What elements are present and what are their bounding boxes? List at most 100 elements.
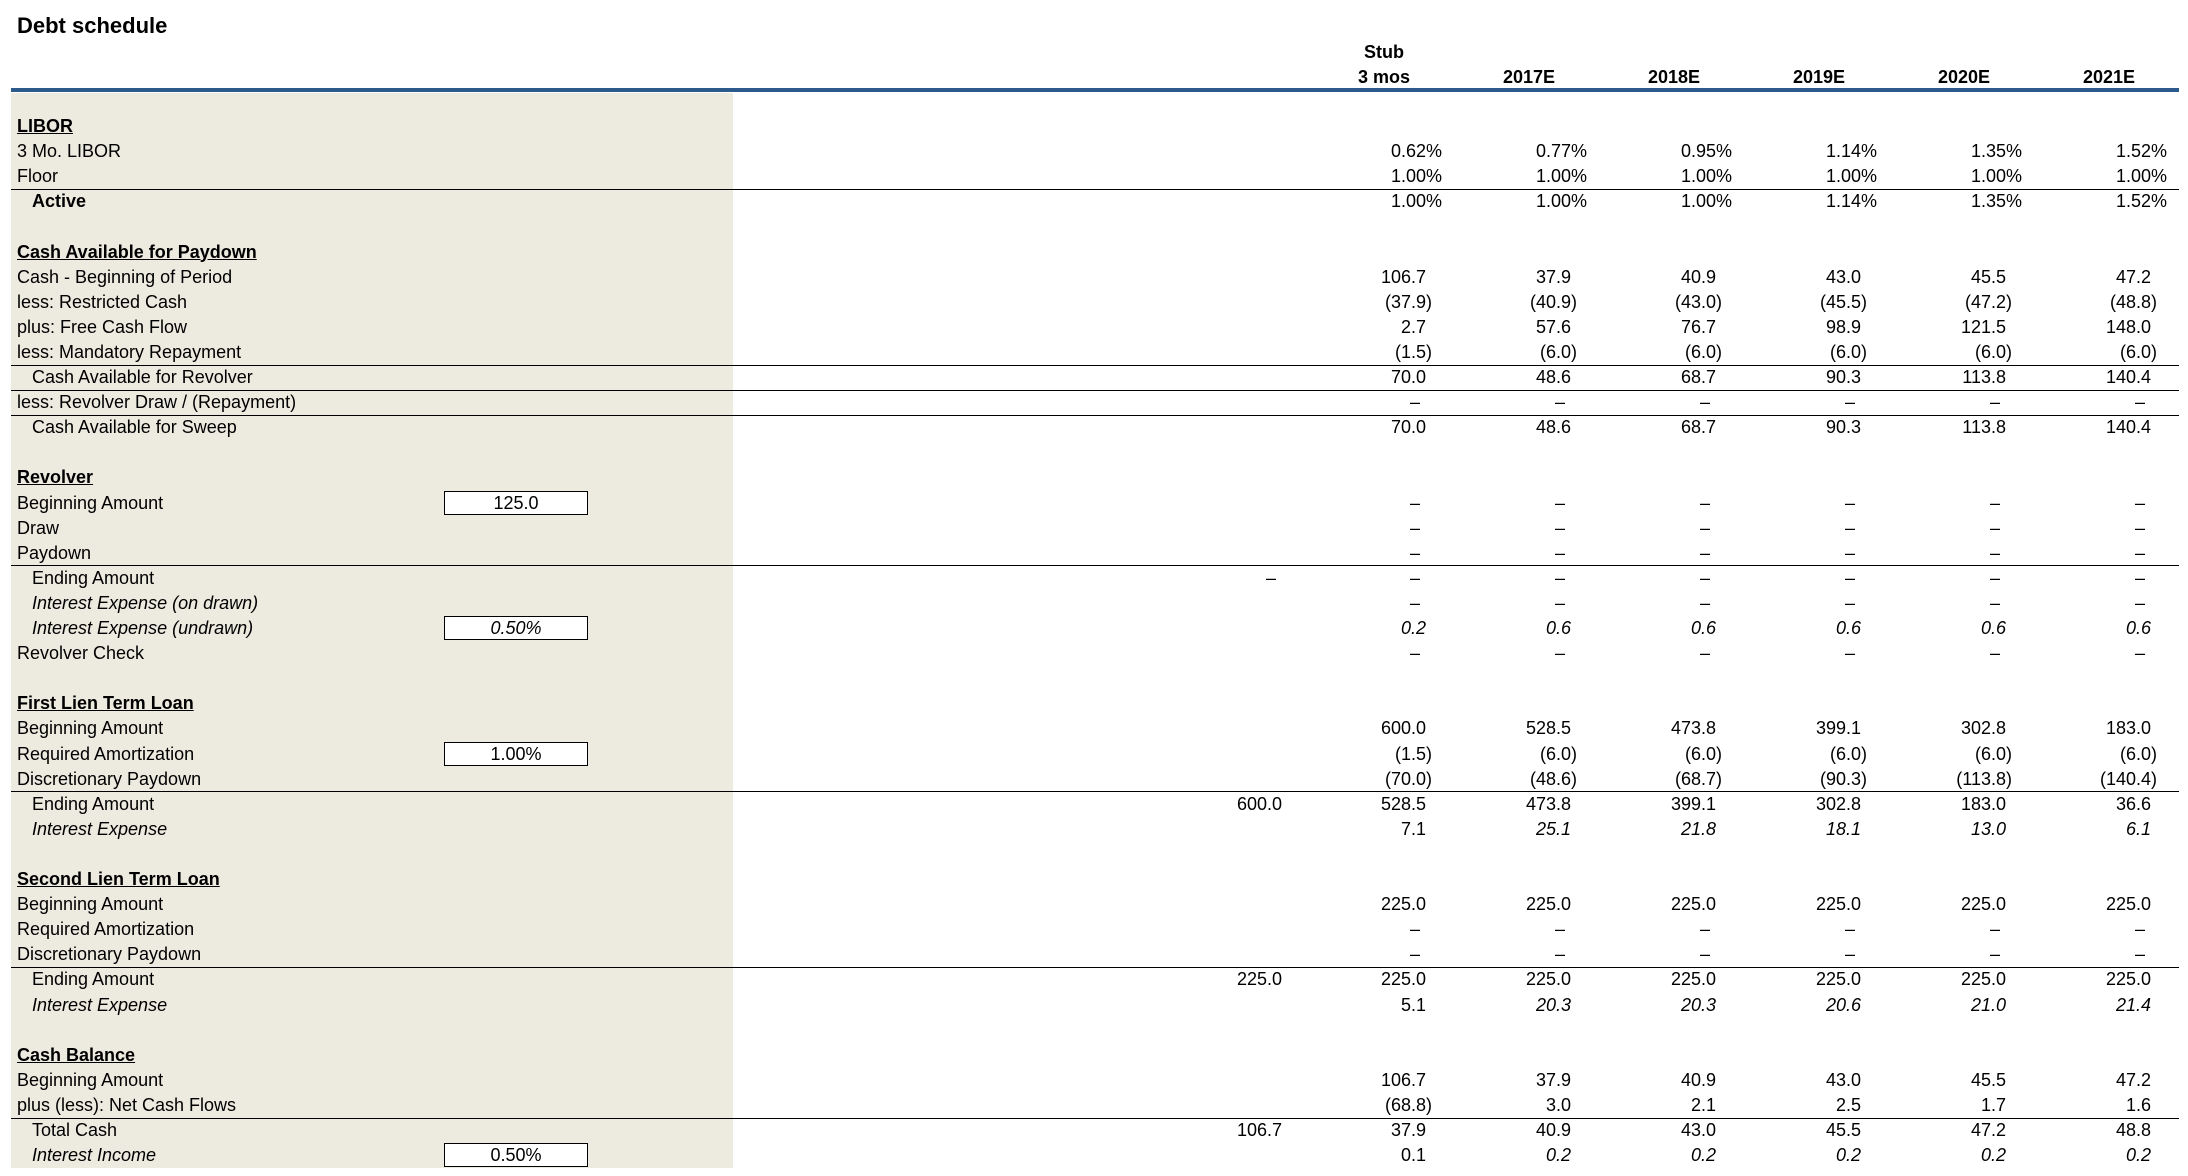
value-cell: (6.0) bbox=[1829, 341, 1867, 362]
value-cell: – bbox=[2134, 643, 2145, 664]
input-cell[interactable]: 125.0 bbox=[444, 490, 588, 515]
value-cell: – bbox=[1554, 919, 1565, 940]
value-cell: (48.8) bbox=[2109, 291, 2157, 312]
value-cell: 140.4 bbox=[2105, 417, 2151, 438]
value-cell: 6.1 bbox=[2125, 818, 2151, 839]
value-cell: – bbox=[1844, 492, 1855, 513]
value-cell: 20.3 bbox=[1680, 994, 1716, 1015]
value-cell: – bbox=[1844, 392, 1855, 413]
value-cell: 48.8 bbox=[2115, 1120, 2151, 1140]
row-label: Ending Amount bbox=[32, 969, 155, 990]
value-cell: – bbox=[1989, 592, 2000, 613]
value-cell: 47.2 bbox=[1970, 1120, 2006, 1140]
value-cell: – bbox=[1699, 919, 1710, 940]
value-cell: 225.0 bbox=[1815, 969, 1861, 990]
column-header: 2018E bbox=[1647, 67, 1701, 87]
value-cell: 7.1 bbox=[1400, 818, 1426, 839]
stub-open-value: 600.0 bbox=[1236, 793, 1282, 814]
value-cell: 0.6 bbox=[1835, 618, 1861, 638]
input-cell[interactable]: 0.50% bbox=[444, 616, 588, 640]
row-label: 3 Mo. LIBOR bbox=[17, 141, 122, 162]
value-cell: 302.8 bbox=[1815, 793, 1861, 814]
value-cell: 0.62% bbox=[1390, 141, 1442, 162]
label-panel bbox=[11, 93, 733, 1168]
value-cell: – bbox=[2134, 492, 2145, 513]
row-label: Floor bbox=[17, 166, 59, 187]
row-label: less: Restricted Cash bbox=[17, 291, 188, 312]
value-cell: – bbox=[1989, 517, 2000, 538]
value-cell: 21.0 bbox=[1970, 994, 2006, 1015]
value-cell: 1.35% bbox=[1970, 191, 2022, 212]
value-cell: – bbox=[1989, 944, 2000, 965]
value-cell: 0.6 bbox=[1545, 618, 1571, 638]
value-cell: 40.9 bbox=[1680, 266, 1716, 287]
stub-open-value: – bbox=[1265, 567, 1276, 588]
value-cell: 1.00% bbox=[1390, 191, 1442, 212]
row-label: Ending Amount bbox=[32, 793, 155, 814]
value-cell: – bbox=[1989, 919, 2000, 940]
row-rule bbox=[11, 389, 2179, 391]
value-cell: – bbox=[1409, 392, 1420, 413]
row-label: Cash Available for Sweep bbox=[32, 417, 237, 438]
row-rule bbox=[11, 414, 2179, 416]
value-cell: 90.3 bbox=[1825, 367, 1861, 387]
value-cell: – bbox=[1989, 643, 2000, 664]
value-cell: (6.0) bbox=[1539, 743, 1577, 764]
input-cell[interactable]: 1.00% bbox=[444, 741, 588, 766]
row-label: Interest Expense bbox=[32, 818, 168, 839]
value-cell: – bbox=[1989, 492, 2000, 513]
value-cell: 225.0 bbox=[1380, 894, 1426, 915]
value-cell: 70.0 bbox=[1390, 417, 1426, 438]
row-label: Interest Expense (undrawn) bbox=[32, 618, 254, 638]
value-cell: (6.0) bbox=[1684, 341, 1722, 362]
value-cell: – bbox=[1844, 592, 1855, 613]
input-cell[interactable]: 0.50% bbox=[444, 1143, 588, 1168]
row-rule bbox=[11, 1117, 2179, 1119]
value-cell: 113.8 bbox=[1962, 367, 2006, 387]
title: Debt schedule bbox=[17, 13, 168, 38]
row-label: Beginning Amount bbox=[17, 894, 164, 915]
row-label: Interest Expense (on drawn) bbox=[32, 592, 259, 613]
value-cell: – bbox=[1409, 542, 1420, 563]
value-cell: 0.6 bbox=[1690, 618, 1716, 638]
value-cell: 183.0 bbox=[2105, 718, 2151, 739]
row-label: less: Mandatory Repayment bbox=[17, 341, 242, 362]
value-cell: – bbox=[1699, 392, 1710, 413]
value-cell: 98.9 bbox=[1825, 316, 1861, 337]
header-rule bbox=[11, 88, 2179, 92]
value-cell: (6.0) bbox=[1829, 743, 1867, 764]
value-cell: 0.2 bbox=[1400, 618, 1426, 638]
value-cell: 1.00% bbox=[1970, 166, 2022, 187]
row-label: Total Cash bbox=[32, 1120, 118, 1140]
value-cell: (6.0) bbox=[1539, 341, 1577, 362]
value-cell: 0.2 bbox=[1690, 1145, 1716, 1166]
value-cell: (1.5) bbox=[1394, 743, 1432, 764]
value-cell: – bbox=[1989, 567, 2000, 588]
value-cell: 1.00% bbox=[2115, 166, 2167, 187]
value-cell: – bbox=[1409, 567, 1420, 588]
value-cell: 528.5 bbox=[1525, 718, 1571, 739]
value-cell: 1.00% bbox=[1535, 191, 1587, 212]
value-cell: 21.4 bbox=[2115, 994, 2151, 1015]
value-cell: 21.8 bbox=[1680, 818, 1716, 839]
value-cell: – bbox=[1554, 643, 1565, 664]
value-cell: 106.7 bbox=[1380, 1069, 1426, 1090]
value-cell: 20.6 bbox=[1825, 994, 1861, 1015]
row-label: Cash - Beginning of Period bbox=[17, 266, 233, 287]
section-heading: Second Lien Term Loan bbox=[17, 869, 220, 889]
value-cell: 36.6 bbox=[2115, 793, 2151, 814]
column-header: 2017E bbox=[1502, 67, 1556, 87]
value-cell: 121.5 bbox=[1960, 316, 2006, 337]
value-cell: 113.8 bbox=[1962, 417, 2006, 438]
value-cell: 68.7 bbox=[1680, 417, 1716, 438]
stub-header: Stub bbox=[1364, 42, 1404, 62]
value-cell: – bbox=[1699, 567, 1710, 588]
row-label: Draw bbox=[17, 517, 60, 538]
value-cell: 1.00% bbox=[1825, 166, 1877, 187]
value-cell: 225.0 bbox=[1525, 894, 1571, 915]
section-heading: First Lien Term Loan bbox=[17, 693, 194, 714]
value-cell: (6.0) bbox=[1684, 743, 1722, 764]
value-cell: (113.8) bbox=[1956, 768, 2012, 789]
value-cell: 148.0 bbox=[2105, 316, 2151, 337]
row-label: Discretionary Paydown bbox=[17, 768, 202, 789]
